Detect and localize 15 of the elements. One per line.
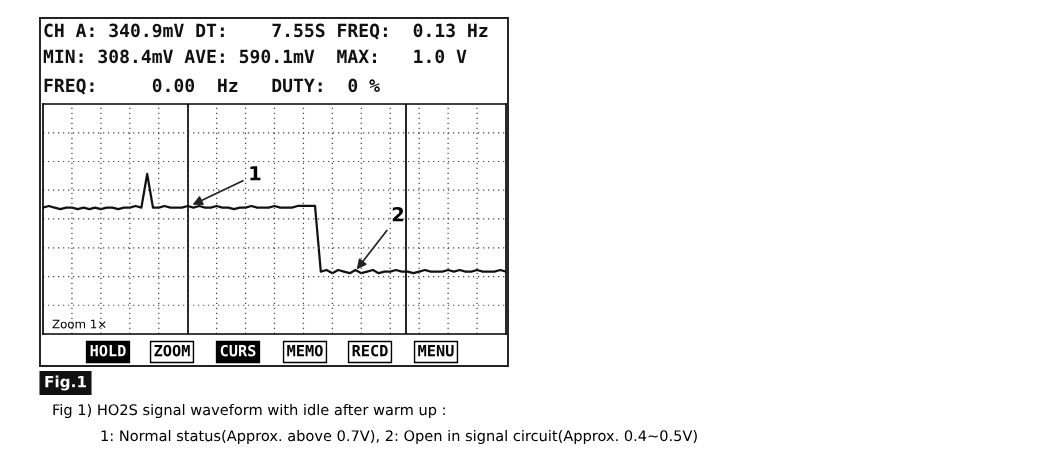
text: CH A: 340.9mV DT: 7.55S FREQ: 0.13 Hz [44, 23, 488, 40]
text: HOLD [90, 344, 126, 357]
annotation: 1 [250, 166, 261, 181]
annotation: 2 [392, 206, 404, 222]
text: ZOOM [154, 344, 190, 357]
text: RECD [352, 344, 388, 357]
annotation: Zoom 1× [52, 319, 106, 329]
text: MENU [418, 345, 454, 357]
text: FREQ: 0.00 Hz DUTY: 0 % [44, 78, 380, 95]
caption: Fig.1 [45, 375, 86, 391]
text: 1: Normal status(Approx. above 0.7V), 2: Open in signal circuit(Approx. 0.4~0.5V) [101, 429, 697, 445]
text: MEMO [287, 344, 323, 357]
caption: Fig 1) HO2S signal waveform with idle after warm up : [53, 403, 445, 419]
text: MIN: 308.4mV AVE: 590.1mV MAX: 1.0 V [43, 49, 467, 64]
text: CURS [220, 344, 256, 357]
